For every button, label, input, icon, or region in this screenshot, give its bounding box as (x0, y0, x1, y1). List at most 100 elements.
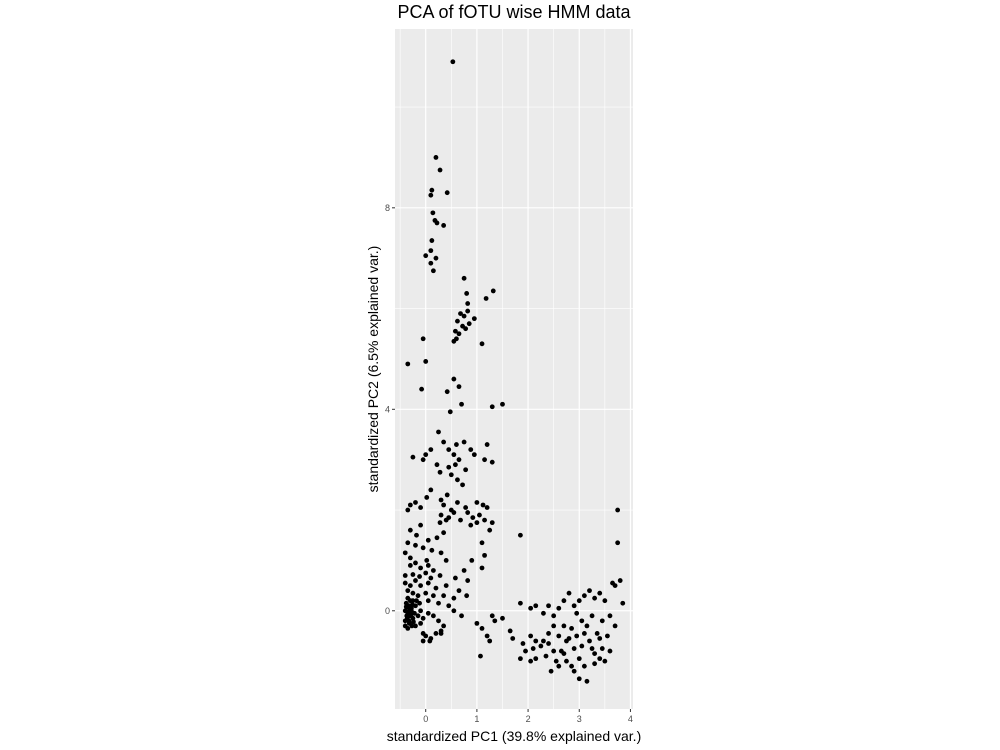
data-point (468, 447, 474, 452)
data-point (469, 558, 475, 563)
data-point (451, 376, 457, 382)
data-point (460, 482, 465, 488)
data-point (477, 512, 482, 518)
data-point (541, 638, 546, 644)
data-point (507, 628, 513, 634)
data-point (468, 522, 474, 528)
data-point (523, 648, 528, 654)
data-point (576, 656, 582, 662)
data-point (479, 341, 485, 347)
data-point (480, 502, 486, 508)
data-point (474, 500, 480, 505)
data-point (482, 517, 487, 523)
data-point (433, 155, 439, 160)
data-point (420, 638, 426, 644)
data-point (436, 429, 441, 435)
data-point (566, 590, 572, 596)
data-point (414, 532, 419, 538)
data-point (546, 603, 551, 609)
data-point (434, 462, 440, 468)
data-point (482, 552, 487, 558)
data-point (411, 619, 416, 625)
data-point (454, 442, 459, 447)
data-point (441, 439, 447, 445)
data-point (418, 522, 423, 528)
data-point (459, 401, 464, 407)
data-point (418, 583, 423, 588)
data-point (425, 610, 431, 616)
data-point (484, 442, 490, 447)
data-point (420, 615, 426, 621)
data-point (464, 593, 470, 599)
x-tick-label: 2 (526, 714, 531, 724)
data-point (492, 618, 498, 624)
data-point (441, 502, 447, 508)
data-point (471, 316, 477, 322)
data-point (461, 275, 467, 281)
data-point (566, 636, 572, 641)
data-point (407, 502, 413, 508)
data-point (436, 600, 441, 606)
y-tick-label: 8 (385, 203, 390, 213)
data-point (425, 537, 431, 543)
data-point (455, 318, 460, 324)
data-point (456, 457, 462, 463)
data-point (408, 612, 414, 618)
data-point (489, 459, 495, 465)
data-point (434, 220, 440, 226)
data-point (420, 545, 426, 551)
data-point (405, 361, 411, 367)
data-point (441, 593, 447, 599)
data-point (448, 472, 454, 478)
data-point (424, 558, 430, 563)
data-point (405, 540, 411, 546)
y-tick-label: 4 (385, 404, 390, 414)
data-point (438, 512, 444, 518)
data-point (597, 636, 603, 641)
data-point (517, 532, 523, 538)
data-point (437, 469, 443, 475)
data-point (463, 326, 469, 332)
data-point (443, 517, 449, 523)
data-point (461, 568, 467, 573)
data-point (437, 573, 443, 578)
data-point (455, 477, 460, 483)
data-point (433, 585, 439, 591)
data-point (479, 626, 485, 631)
data-point (423, 570, 429, 576)
data-point (420, 336, 426, 342)
data-point (479, 540, 485, 546)
y-axis-ticks: 0 4 8 (385, 203, 395, 616)
data-point (541, 610, 546, 616)
data-point (579, 643, 585, 649)
data-point (517, 600, 523, 606)
data-point (405, 626, 411, 631)
data-point (451, 595, 457, 601)
data-point (599, 618, 605, 624)
data-point (415, 593, 421, 599)
data-point (576, 676, 582, 682)
data-point (556, 605, 562, 611)
data-point (428, 192, 434, 198)
data-point (461, 313, 467, 319)
data-point (410, 602, 415, 608)
data-point (425, 563, 431, 568)
data-point (428, 575, 434, 581)
data-point (438, 497, 444, 503)
y-tick-label: 0 (385, 606, 390, 616)
data-point (482, 457, 487, 463)
data-point (605, 633, 610, 639)
data-point (410, 572, 416, 577)
data-point (484, 633, 490, 639)
data-point (517, 656, 523, 662)
data-point (617, 578, 623, 583)
data-point (407, 555, 413, 561)
data-point (528, 658, 534, 664)
data-point (528, 605, 534, 611)
x-tick-label: 4 (628, 714, 633, 724)
data-point (402, 580, 408, 586)
data-point (459, 613, 464, 619)
x-tick-label: 0 (423, 714, 428, 724)
data-point (528, 633, 534, 639)
